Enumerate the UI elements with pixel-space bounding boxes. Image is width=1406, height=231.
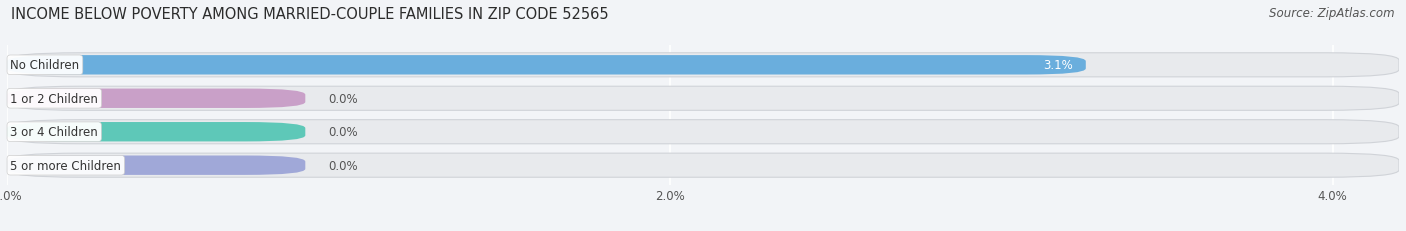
FancyBboxPatch shape [7,122,305,142]
FancyBboxPatch shape [7,153,1399,177]
FancyBboxPatch shape [7,120,1399,144]
FancyBboxPatch shape [7,87,1399,111]
Text: No Children: No Children [10,59,80,72]
FancyBboxPatch shape [7,54,1399,78]
Text: INCOME BELOW POVERTY AMONG MARRIED-COUPLE FAMILIES IN ZIP CODE 52565: INCOME BELOW POVERTY AMONG MARRIED-COUPL… [11,7,609,22]
Text: Source: ZipAtlas.com: Source: ZipAtlas.com [1270,7,1395,20]
Text: 0.0%: 0.0% [329,126,359,139]
Text: 5 or more Children: 5 or more Children [10,159,121,172]
Text: 3.1%: 3.1% [1043,59,1073,72]
FancyBboxPatch shape [7,56,1085,75]
FancyBboxPatch shape [7,156,305,175]
Text: 0.0%: 0.0% [329,92,359,105]
FancyBboxPatch shape [7,89,305,109]
Text: 0.0%: 0.0% [329,159,359,172]
Text: 1 or 2 Children: 1 or 2 Children [10,92,98,105]
Text: 3 or 4 Children: 3 or 4 Children [10,126,98,139]
